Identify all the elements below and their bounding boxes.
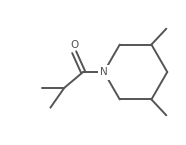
- Text: N: N: [100, 67, 108, 77]
- Text: O: O: [70, 40, 78, 50]
